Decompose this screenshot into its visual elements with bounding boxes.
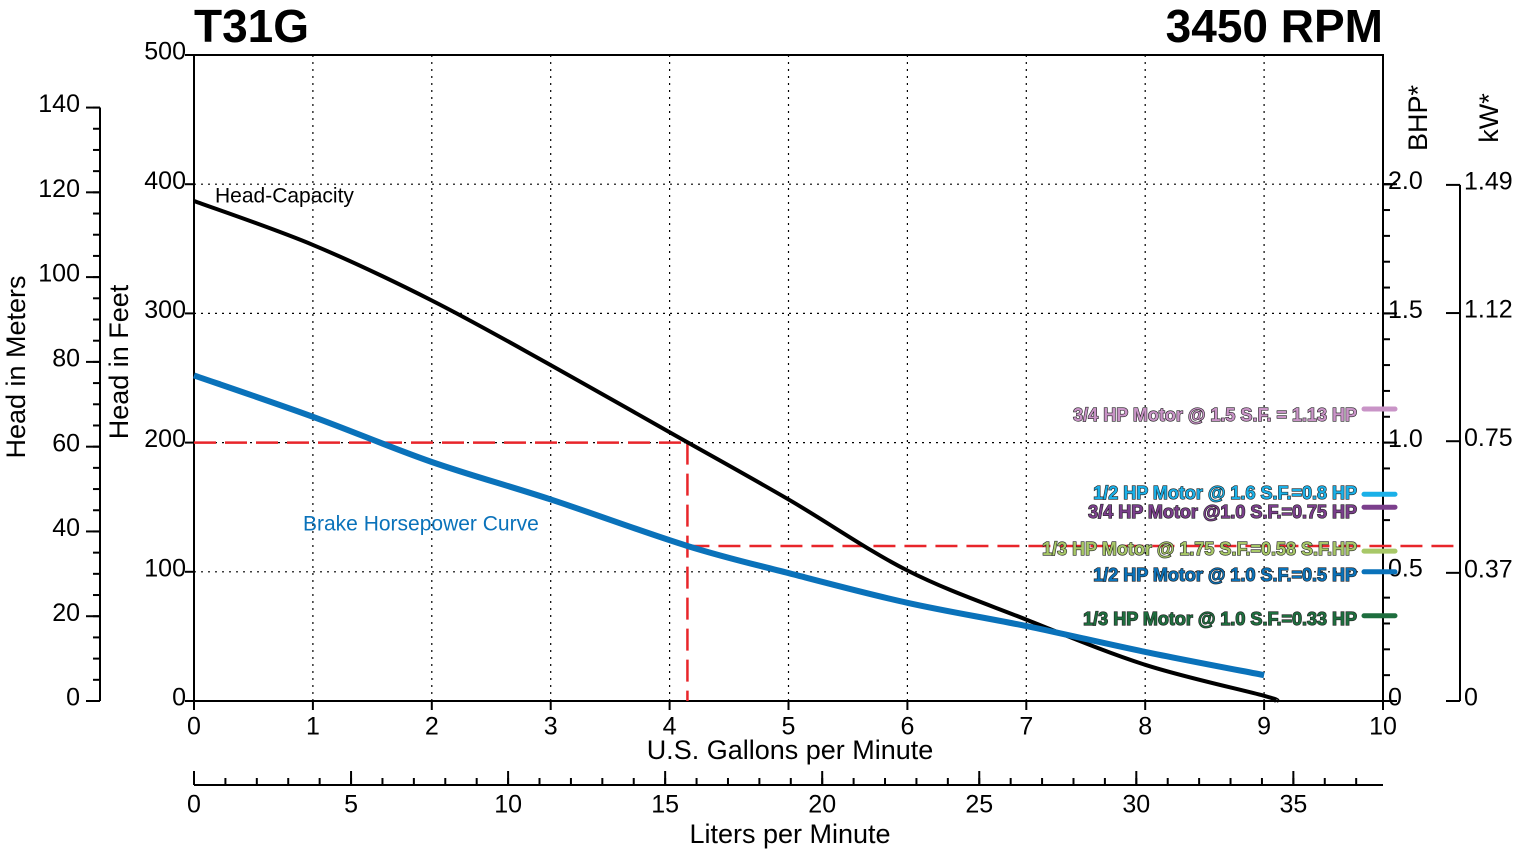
liters-axis-title: Liters per Minute xyxy=(689,819,890,849)
y2-tick-label: 0 xyxy=(1388,684,1402,712)
x-tick-label: 2 xyxy=(425,713,439,741)
y2-tick-label: 0.5 xyxy=(1388,554,1423,582)
meters-tick-label: 80 xyxy=(52,345,80,373)
meters-tick-label: 0 xyxy=(66,684,80,712)
kw-tick-label: 1.12 xyxy=(1464,296,1513,324)
motor-label: 3/4 HP Motor @1.0 S.F.=0.75 HP xyxy=(1088,502,1357,522)
x-tick-label: 7 xyxy=(1019,713,1033,741)
y-tick-label: 400 xyxy=(144,167,186,195)
y2-tick-label: 1.0 xyxy=(1388,425,1423,453)
series-label: Brake Horsepower Curve xyxy=(303,513,539,536)
liters-tick-label: 20 xyxy=(808,791,836,819)
kw-tick-label: 0 xyxy=(1464,684,1478,712)
meters-tick-label: 120 xyxy=(38,175,80,203)
x-tick-label: 3 xyxy=(544,713,558,741)
y-tick-label: 300 xyxy=(144,296,186,324)
x-tick-label: 4 xyxy=(663,713,677,741)
chart-title: T31G xyxy=(194,0,309,52)
y2-tick-label: 2.0 xyxy=(1388,167,1423,195)
y-tick-label: 500 xyxy=(144,38,186,66)
x-tick-label: 1 xyxy=(306,713,320,741)
motor-label: 1/2 HP Motor @ 1.0 S.F.=0.5 HP xyxy=(1093,565,1357,585)
x-tick-label: 8 xyxy=(1138,713,1152,741)
liters-tick-label: 25 xyxy=(965,791,993,819)
x-tick-label: 6 xyxy=(900,713,914,741)
meters-tick-label: 40 xyxy=(52,514,80,542)
series-line xyxy=(193,372,1265,679)
liters-tick-label: 30 xyxy=(1122,791,1150,819)
meters-tick-label: 100 xyxy=(38,260,80,288)
meters-axis-title: Head in Meters xyxy=(1,275,31,458)
meters-tick-label: 20 xyxy=(52,599,80,627)
chart-subtitle: 3450 RPM xyxy=(1166,0,1383,52)
y2-tick-label: 1.5 xyxy=(1388,296,1423,324)
y-axis-title: Head in Feet xyxy=(104,284,134,439)
series-line xyxy=(193,199,1280,703)
y-tick-label: 0 xyxy=(172,684,186,712)
liters-tick-label: 5 xyxy=(344,791,358,819)
kw-tick-label: 0.37 xyxy=(1464,555,1513,583)
kw-tick-label: 0.75 xyxy=(1464,424,1513,452)
motor-label: 1/2 HP Motor @ 1.6 S.F.=0.8 HP xyxy=(1093,483,1357,503)
x-axis-title: U.S. Gallons per Minute xyxy=(647,735,934,765)
series-label: Head-Capacity xyxy=(215,185,354,208)
motor-label: 3/4 HP Motor @ 1.5 S.F. = 1.13 HP xyxy=(1073,405,1357,425)
kw-tick-label: 1.49 xyxy=(1464,168,1513,196)
y2-axis-title: BHP* xyxy=(1403,84,1433,151)
meters-tick-label: 60 xyxy=(52,429,80,457)
x-tick-label: 5 xyxy=(782,713,796,741)
liters-tick-label: 35 xyxy=(1279,791,1307,819)
liters-tick-label: 10 xyxy=(494,791,522,819)
meters-tick-label: 140 xyxy=(38,90,80,118)
x-tick-label: 9 xyxy=(1257,713,1271,741)
motor-label: 1/3 HP Motor @ 1.75 S.F.=0.58 S.F.HP xyxy=(1042,539,1357,559)
y-tick-label: 100 xyxy=(144,554,186,582)
y-tick-label: 200 xyxy=(144,425,186,453)
motor-label: 1/3 HP Motor @ 1.0 S.F.=0.33 HP xyxy=(1083,609,1357,629)
liters-tick-label: 0 xyxy=(187,791,201,819)
liters-tick-label: 15 xyxy=(651,791,679,819)
x-tick-label: 10 xyxy=(1369,713,1397,741)
kw-axis-title: kW* xyxy=(1474,93,1504,143)
x-tick-label: 0 xyxy=(187,713,201,741)
